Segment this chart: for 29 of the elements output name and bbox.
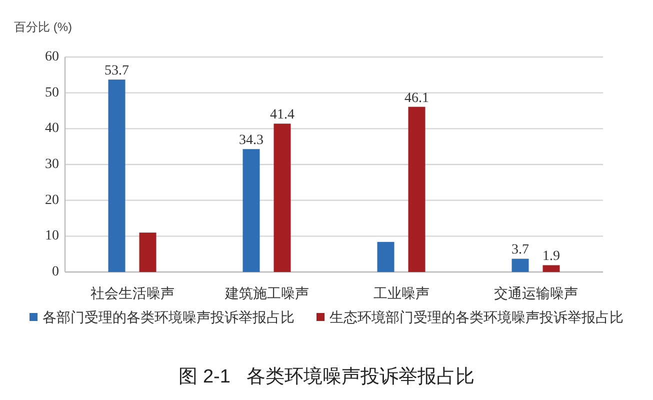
y-tick-label: 20 bbox=[45, 192, 59, 208]
legend-label: 各部门受理的各类环境噪声投诉举报占比 bbox=[42, 309, 294, 325]
y-tick-label: 40 bbox=[45, 121, 59, 136]
y-tick-label: 10 bbox=[45, 228, 59, 244]
x-tick-label: 工业噪声 bbox=[373, 285, 430, 301]
bar bbox=[542, 265, 560, 272]
bar bbox=[242, 149, 260, 272]
bar bbox=[377, 242, 394, 272]
y-axis-title: 百分比 (%) bbox=[14, 20, 72, 34]
data-label: 1.9 bbox=[542, 249, 560, 264]
data-label: 46.1 bbox=[404, 90, 429, 106]
y-tick-label: 50 bbox=[45, 85, 59, 100]
legend-label: 生态环境部门受理的各类环境噪声投诉举报占比 bbox=[330, 309, 624, 325]
bar bbox=[274, 124, 291, 272]
x-tick-label: 社会生活噪声 bbox=[90, 285, 174, 301]
y-tick-label: 0 bbox=[52, 264, 59, 280]
bar bbox=[139, 232, 156, 272]
bar bbox=[408, 106, 426, 272]
y-tick-label: 30 bbox=[45, 157, 59, 172]
data-label: 3.7 bbox=[512, 242, 529, 258]
x-tick-label: 建筑施工噪声 bbox=[224, 285, 309, 301]
data-label: 34.3 bbox=[239, 133, 264, 148]
data-label: 53.7 bbox=[104, 64, 129, 79]
y-tick-label: 60 bbox=[45, 50, 59, 64]
caption: 图 2-1 各类环境噪声投诉举报占比 bbox=[178, 366, 474, 388]
data-label: 41.4 bbox=[270, 108, 294, 123]
bar bbox=[108, 80, 126, 272]
bar bbox=[512, 258, 529, 272]
x-tick-label: 交通运输噪声 bbox=[494, 285, 578, 301]
